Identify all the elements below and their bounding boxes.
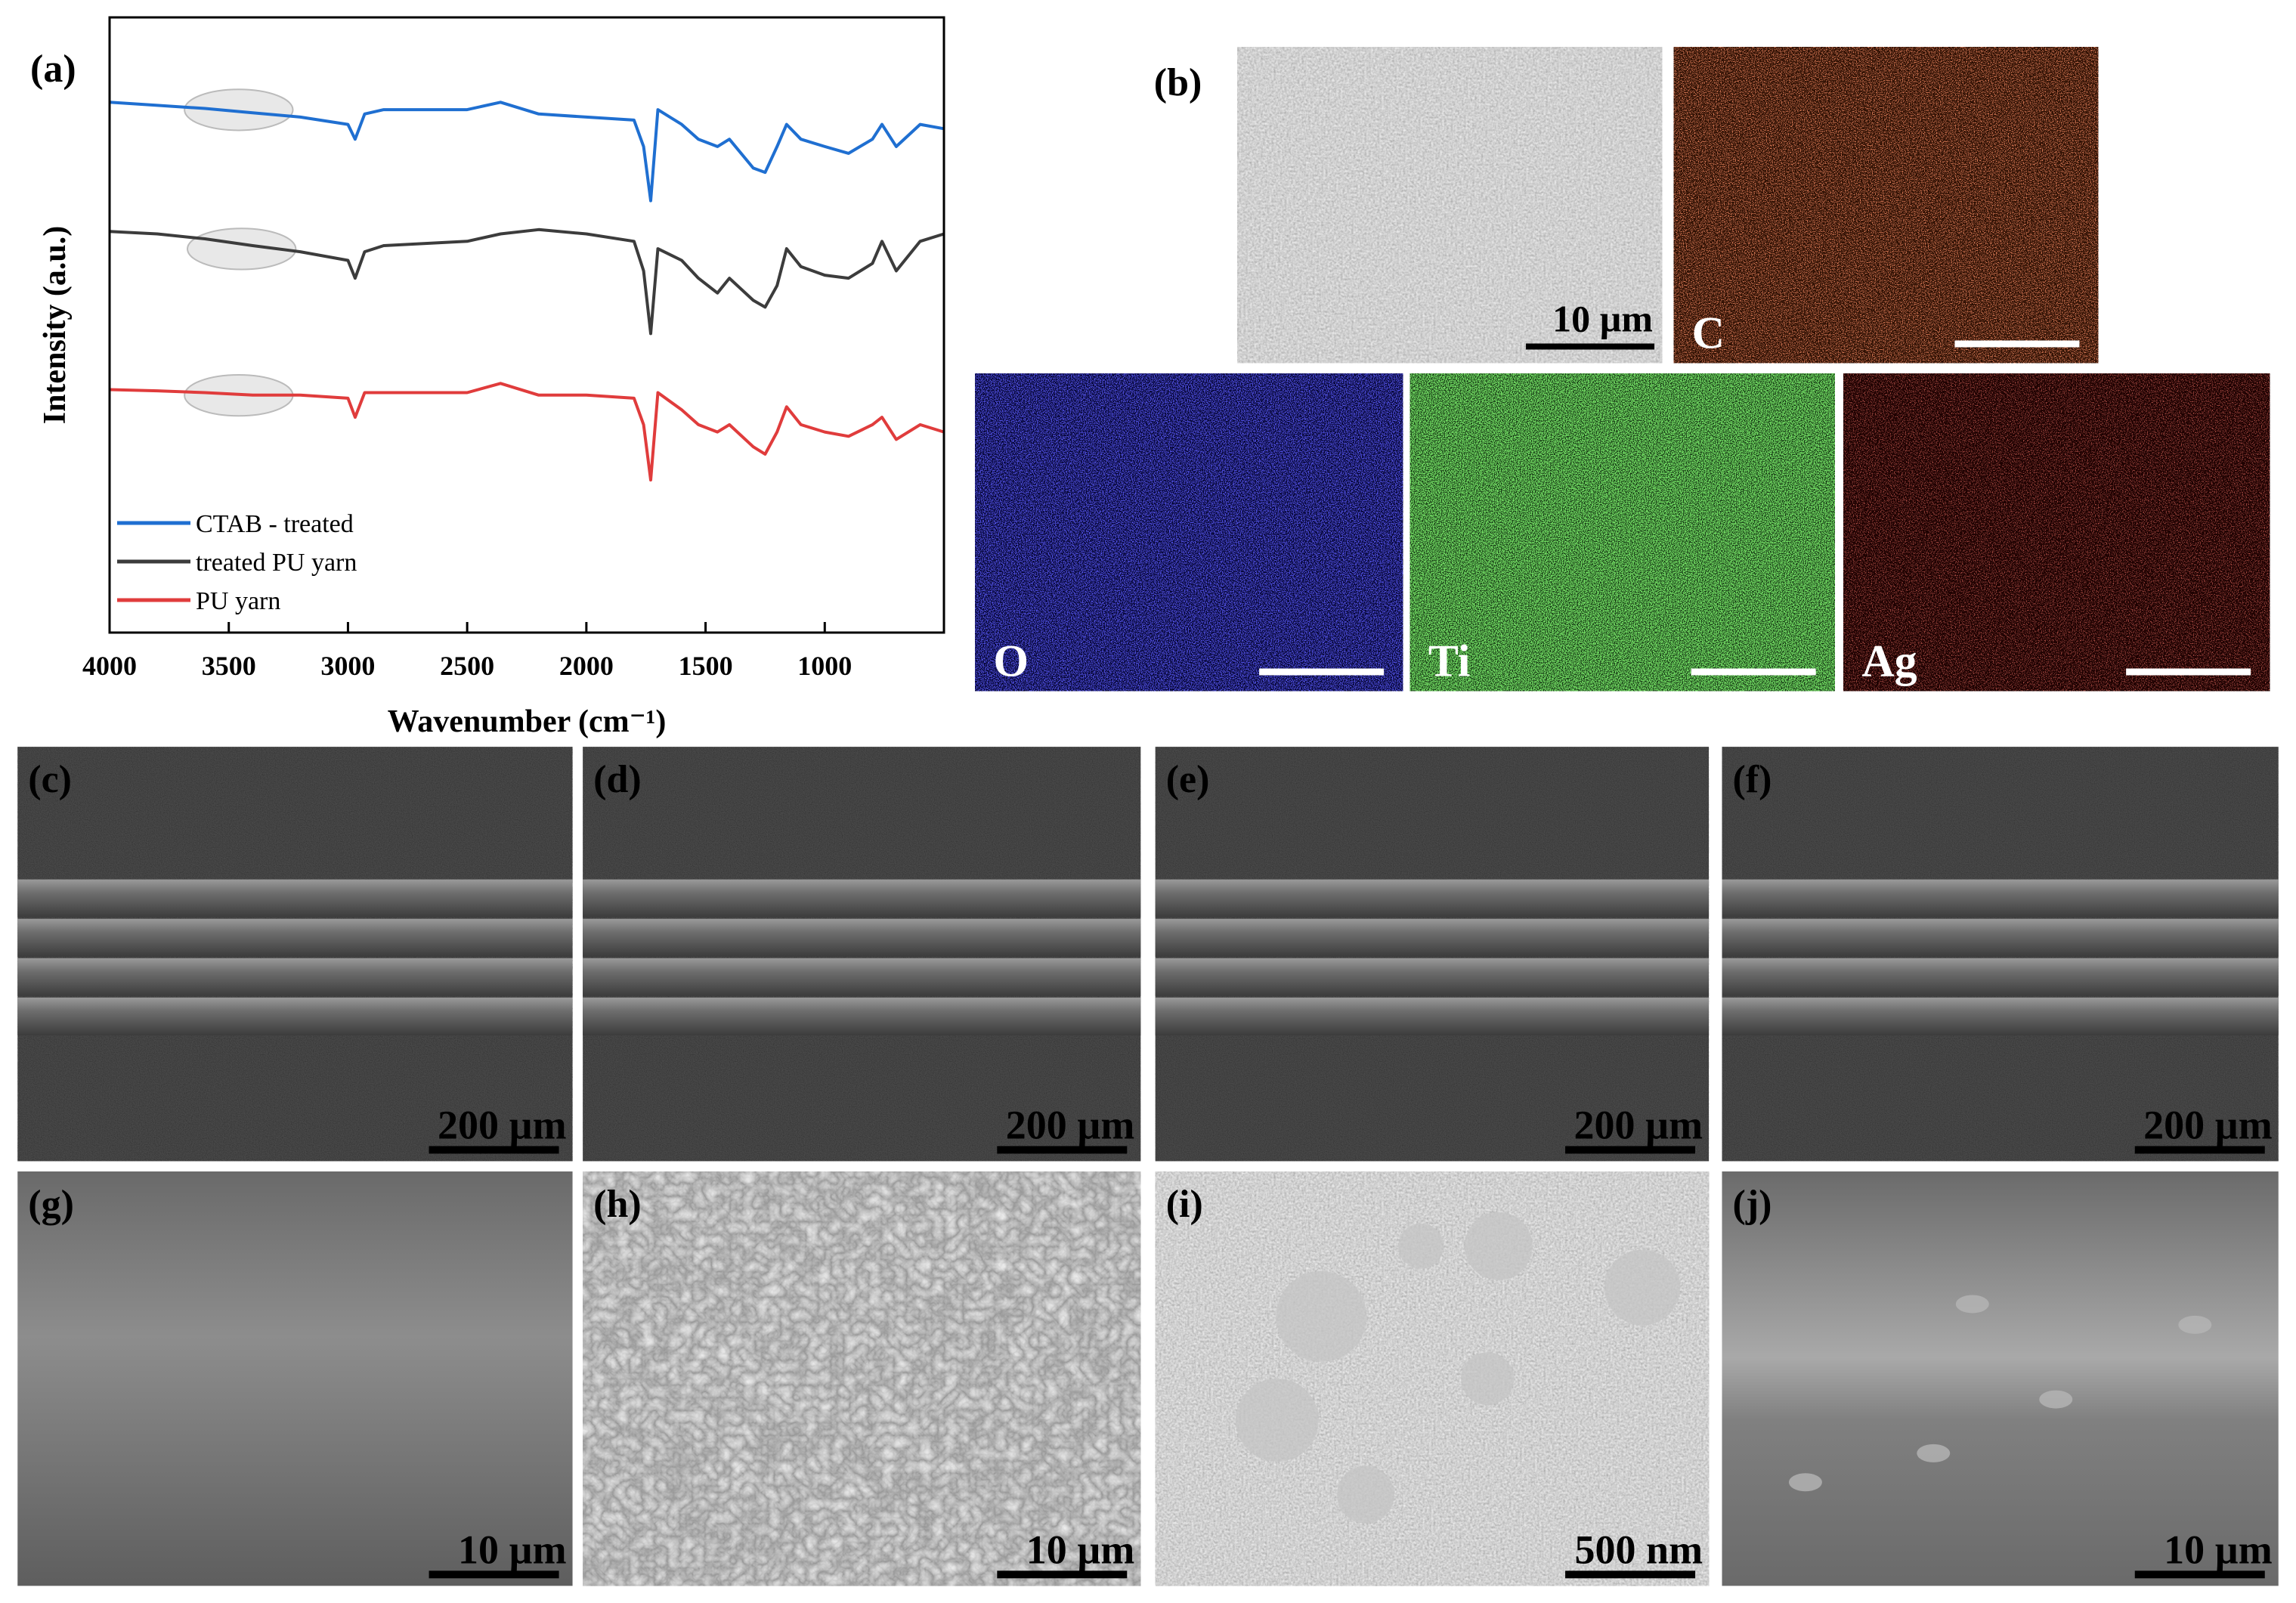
- fiber-strand: [1722, 997, 2279, 1035]
- scale-bar: [429, 1146, 559, 1154]
- sem-panel: (d) 200 µm: [583, 747, 1141, 1162]
- x-tick-label: 2500: [440, 651, 494, 681]
- plot-frame: [108, 16, 945, 634]
- x-tick-label: 1500: [679, 651, 733, 681]
- sem-background: [1722, 1171, 2279, 1586]
- highlight-ellipse: [184, 88, 294, 132]
- x-axis-label: Wavenumber (cm⁻¹): [388, 704, 667, 739]
- legend-label: PU yarn: [196, 587, 280, 615]
- fiber-strand: [1155, 958, 1710, 996]
- panel-label: (g): [28, 1183, 74, 1226]
- eds-image: [1673, 47, 2099, 364]
- particle-cluster: [1235, 1378, 1319, 1462]
- x-tick-label: 4000: [82, 651, 137, 681]
- surface-bump: [1917, 1444, 1951, 1462]
- scale-bar-label: 200 µm: [2143, 1102, 2273, 1147]
- element-label: C: [1692, 308, 1725, 358]
- panel-label: (c): [28, 758, 72, 801]
- scale-bar: [2126, 668, 2251, 676]
- sem-panel: (c) 200 µm: [17, 747, 573, 1162]
- x-tick-label: 1000: [797, 651, 852, 681]
- particle-cluster: [1604, 1249, 1681, 1326]
- scale-bar: [997, 1146, 1128, 1154]
- x-tick-label: 3500: [202, 651, 256, 681]
- eds-image: [1237, 47, 1663, 364]
- sem-background: [17, 1171, 573, 1586]
- eds-image: [975, 373, 1403, 692]
- surface-bump: [2178, 1315, 2212, 1334]
- fiber-strand: [1155, 879, 1710, 918]
- particle-cluster: [1464, 1212, 1533, 1280]
- x-tick-label: 3000: [320, 651, 375, 681]
- fiber-strand: [583, 879, 1141, 918]
- panel-label: (f): [1733, 758, 1772, 801]
- panel-label: (j): [1733, 1183, 1772, 1226]
- fiber-strand: [1155, 918, 1710, 957]
- sem-panel: (j) 10 µm: [1722, 1171, 2279, 1586]
- scale-bar: [997, 1571, 1128, 1579]
- sem-background: [583, 1171, 1141, 1586]
- fiber-strand: [1722, 958, 2279, 996]
- particle-cluster: [1398, 1223, 1444, 1269]
- panel-label: (d): [593, 758, 642, 801]
- scale-bar: [2134, 1571, 2265, 1579]
- scale-bar: [1565, 1571, 1696, 1579]
- particle-cluster: [1276, 1270, 1367, 1362]
- element-label: O: [993, 636, 1029, 686]
- fiber-strand: [17, 879, 573, 918]
- sem-panel: (i) 500 nm: [1155, 1171, 1710, 1586]
- scale-bar-label: 200 µm: [1006, 1102, 1135, 1147]
- scale-bar: [1691, 668, 1816, 676]
- sem-panel: (h) 10 µm: [583, 1171, 1141, 1586]
- surface-bump: [1955, 1295, 1989, 1314]
- x-tick-label: 2000: [559, 651, 614, 681]
- fiber-strand: [17, 997, 573, 1035]
- scale-bar: [1565, 1146, 1696, 1154]
- scale-bar-label: 10 µm: [2164, 1527, 2273, 1572]
- particle-cluster: [1461, 1352, 1515, 1406]
- scale-bar: [1954, 340, 2080, 348]
- scale-bar: [429, 1571, 559, 1579]
- scale-bar: [2134, 1146, 2265, 1154]
- scale-bar-label: 10 µm: [1026, 1527, 1135, 1572]
- panel-label: (i): [1166, 1183, 1203, 1226]
- surface-bump: [1788, 1473, 1822, 1492]
- panel-label: (a): [30, 48, 76, 91]
- scale-bar-label: 10 µm: [1552, 298, 1653, 340]
- panel-label: (e): [1166, 758, 1210, 801]
- legend-label: treated PU yarn: [196, 549, 357, 577]
- spectrum-line: [109, 227, 945, 336]
- fiber-strand: [17, 918, 573, 957]
- surface-bump: [2039, 1390, 2073, 1409]
- scale-bar-label: 200 µm: [438, 1102, 567, 1147]
- y-axis-label: Intensity (a.u.): [38, 226, 73, 425]
- scale-bar: [1259, 668, 1385, 676]
- sem-panel: (e) 200 µm: [1155, 747, 1710, 1162]
- fiber-strand: [17, 958, 573, 996]
- sem-panel: (f) 200 µm: [1722, 747, 2279, 1162]
- fiber-strand: [1722, 918, 2279, 957]
- scale-bar-label: 10 µm: [458, 1527, 567, 1572]
- legend-label: CTAB - treated: [196, 510, 354, 538]
- fiber-strand: [1722, 879, 2279, 918]
- eds-image: [1409, 373, 1835, 692]
- sem-panel: (g) 10 µm: [17, 1171, 573, 1586]
- spectrum-line: [109, 101, 945, 203]
- fiber-strand: [583, 918, 1141, 957]
- scale-bar-label: 200 µm: [1573, 1102, 1703, 1147]
- scale-bar: [1526, 343, 1655, 350]
- scale-bar-label: 500 nm: [1575, 1527, 1703, 1572]
- element-label: Ag: [1861, 636, 1917, 686]
- eds-image: [1843, 373, 2270, 692]
- panel-label: (b): [1154, 61, 1202, 104]
- spectrum-line: [109, 382, 945, 482]
- particle-cluster: [1336, 1465, 1394, 1524]
- element-label: Ti: [1428, 636, 1471, 686]
- fiber-strand: [1155, 997, 1710, 1035]
- fiber-strand: [583, 958, 1141, 996]
- panel-label: (h): [593, 1183, 642, 1226]
- fiber-strand: [583, 997, 1141, 1035]
